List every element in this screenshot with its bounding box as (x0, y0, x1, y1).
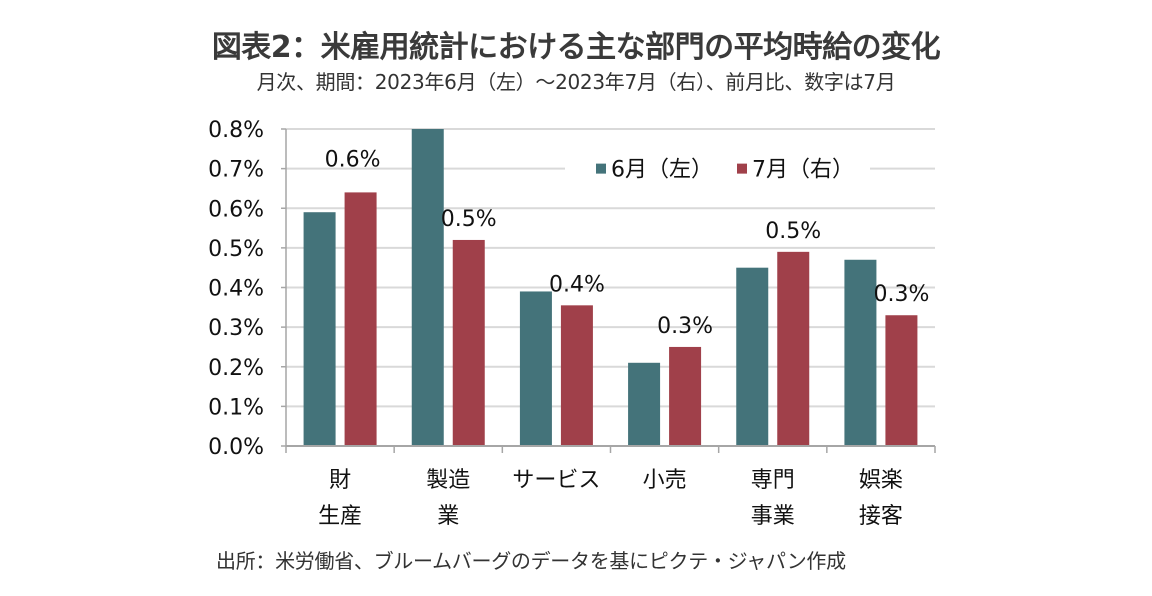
data-label: 0.3% (873, 282, 929, 307)
category-label: 小売 (643, 468, 687, 493)
bar-july (452, 239, 485, 446)
legend-swatch (737, 163, 747, 174)
bars (303, 129, 918, 446)
data-labels: 0.6% 0.5% 0.4% 0.3% 0.5% 0.3% (325, 148, 930, 339)
data-label: 0.6% (325, 148, 381, 173)
category-label: 接客 (859, 504, 903, 529)
y-tick-label: 0.3% (208, 316, 264, 341)
y-tick-label: 0.1% (208, 395, 264, 420)
chart-title: 図表2：米雇用統計における主な部門の平均時給の変化 (211, 30, 941, 65)
category-label: 専門 (751, 468, 795, 493)
data-label: 0.5% (765, 219, 821, 244)
legend-swatch (596, 163, 606, 174)
bar-june (628, 362, 661, 446)
bar-july (777, 251, 810, 446)
category-label: 業 (437, 504, 459, 529)
y-tick-label: 0.0% (208, 435, 264, 460)
legend-label: 7月（右） (752, 158, 854, 183)
y-tick-label: 0.4% (208, 277, 264, 302)
legend: 6月（左） 7月（右） (596, 158, 854, 183)
category-label: 生産 (318, 504, 362, 529)
category-label: 財 (329, 468, 351, 493)
bar-july (560, 305, 593, 446)
data-label: 0.3% (657, 314, 713, 339)
y-tick-label: 0.8% (208, 118, 264, 143)
data-label: 0.4% (549, 272, 605, 297)
source-note: 出所：米労働省、ブルームバーグのデータを基にピクテ・ジャパン作成 (216, 549, 846, 573)
bar-june (411, 129, 444, 446)
y-tick-label: 0.6% (208, 197, 264, 222)
category-label: 事業 (751, 504, 795, 529)
bar-june (736, 267, 769, 446)
bar-june (303, 212, 336, 446)
bar-july (885, 315, 918, 446)
bar-june (844, 259, 877, 446)
category-label: 製造 (426, 468, 470, 493)
bar-july (669, 346, 702, 446)
category-label: 娯楽 (859, 468, 903, 493)
bar-july (344, 192, 377, 446)
y-tick-label: 0.2% (208, 356, 264, 381)
y-tick-label: 0.7% (208, 158, 264, 183)
legend-label: 6月（左） (611, 158, 713, 183)
bar-june (519, 291, 552, 446)
chart-subtitle: 月次、期間：2023年6月（左）～2023年7月（右）、前月比、数字は7月 (256, 70, 896, 94)
y-tick-label: 0.5% (208, 237, 264, 262)
data-label: 0.5% (441, 207, 497, 232)
category-label: サービス (512, 468, 600, 493)
y-axis-ticks: 0.0% 0.1% 0.2% 0.3% 0.4% 0.5% 0.6% 0.7% 0.8% (208, 118, 287, 460)
